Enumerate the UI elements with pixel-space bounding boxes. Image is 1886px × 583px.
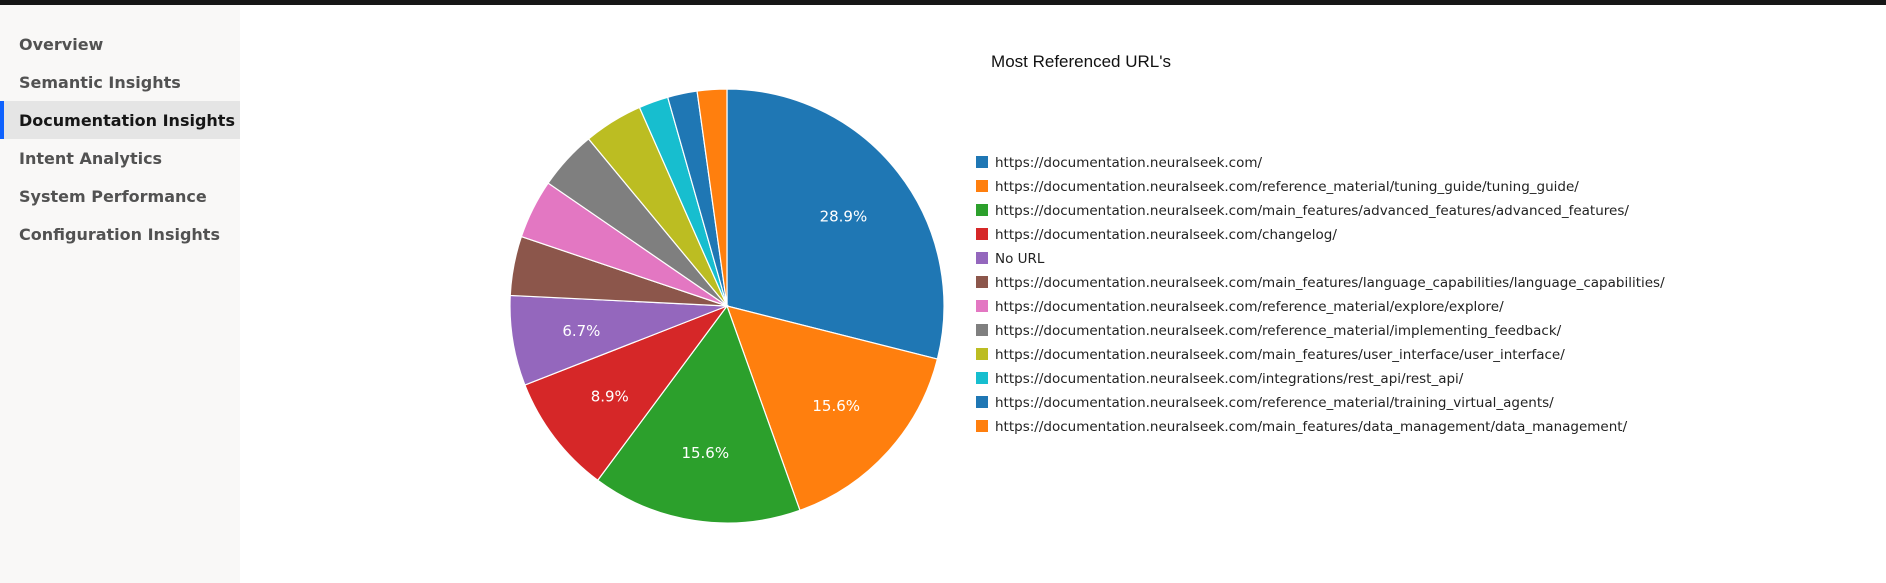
legend-item[interactable]: https://documentation.neuralseek.com/ref…: [976, 395, 1554, 411]
legend-label: https://documentation.neuralseek.com/mai…: [995, 419, 1628, 435]
pie-slices: [509, 88, 945, 524]
legend-label: https://documentation.neuralseek.com/ref…: [995, 299, 1504, 315]
pie-data-label: 15.6%: [812, 397, 860, 415]
legend-label: https://documentation.neuralseek.com/mai…: [995, 275, 1665, 291]
sidebar-item-documentation-insights[interactable]: Documentation Insights: [0, 101, 240, 139]
legend-label: https://documentation.neuralseek.com/cha…: [995, 227, 1337, 243]
chart-title: Most Referenced URL's: [991, 52, 1171, 71]
sidebar-item-configuration-insights[interactable]: Configuration Insights: [19, 224, 220, 244]
legend-swatch: [976, 396, 988, 408]
legend-label: No URL: [995, 251, 1045, 267]
legend-item[interactable]: https://documentation.neuralseek.com/ref…: [976, 323, 1562, 339]
legend-item[interactable]: https://documentation.neuralseek.com/mai…: [976, 347, 1565, 363]
legend-item[interactable]: https://documentation.neuralseek.com/ref…: [976, 179, 1579, 195]
sidebar-item-semantic-insights[interactable]: Semantic Insights: [19, 72, 181, 92]
pie-data-label: 6.7%: [562, 322, 600, 340]
legend-swatch: [976, 372, 988, 384]
legend-swatch: [976, 228, 988, 240]
pie-slice[interactable]: [726, 305, 939, 512]
legend-label: https://documentation.neuralseek.com/mai…: [995, 203, 1629, 219]
legend-label: https://documentation.neuralseek.com/ref…: [995, 323, 1562, 339]
legend-label: https://documentation.neuralseek.com/int…: [995, 371, 1464, 387]
main-content: Most Referenced URL's 28.9% 15.6% 15.6% 8.9…: [240, 5, 1886, 583]
pie-data-labels: 28.9% 15.6% 15.6% 8.9% 6.7%: [562, 207, 867, 462]
sidebar-item-intent-analytics[interactable]: Intent Analytics: [19, 148, 163, 168]
pie-slice[interactable]: [696, 88, 728, 307]
pie-data-label: 15.6%: [681, 444, 729, 462]
legend-label: https://documentation.neuralseek.com/ref…: [995, 395, 1554, 411]
pie-slice[interactable]: [726, 88, 945, 360]
legend-swatch: [976, 156, 988, 168]
legend-label: https://documentation.neuralseek.com/: [995, 155, 1263, 171]
legend-label: https://documentation.neuralseek.com/ref…: [995, 179, 1579, 195]
legend-swatch: [976, 204, 988, 216]
legend-swatch: [976, 300, 988, 312]
legend-item[interactable]: https://documentation.neuralseek.com/int…: [976, 371, 1464, 387]
legend-swatch: [976, 348, 988, 360]
legend-item[interactable]: https://documentation.neuralseek.com/mai…: [976, 275, 1665, 291]
sidebar-item-overview[interactable]: Overview: [19, 34, 104, 54]
legend-item[interactable]: https://documentation.neuralseek.com/mai…: [976, 203, 1629, 219]
legend-swatch: [976, 180, 988, 192]
chart-legend: https://documentation.neuralseek.com/htt…: [976, 155, 1665, 435]
legend-item[interactable]: No URL: [976, 251, 1045, 267]
pie-slice[interactable]: [596, 304, 801, 524]
legend-swatch: [976, 276, 988, 288]
legend-swatch: [976, 252, 988, 264]
pie-data-label: 8.9%: [591, 388, 629, 406]
legend-item[interactable]: https://documentation.neuralseek.com/cha…: [976, 227, 1337, 243]
legend-item[interactable]: https://documentation.neuralseek.com/ref…: [976, 299, 1504, 315]
pie-chart: Most Referenced URL's 28.9% 15.6% 15.6% 8.9…: [509, 52, 1665, 524]
legend-item[interactable]: https://documentation.neuralseek.com/: [976, 155, 1263, 171]
legend-label: https://documentation.neuralseek.com/mai…: [995, 347, 1565, 363]
legend-item[interactable]: https://documentation.neuralseek.com/mai…: [976, 419, 1628, 435]
legend-swatch: [976, 420, 988, 432]
sidebar-item-system-performance[interactable]: System Performance: [19, 186, 207, 206]
pie-slice[interactable]: [524, 304, 729, 482]
legend-swatch: [976, 324, 988, 336]
sidebar: Overview Semantic Insights Documentation…: [0, 5, 240, 583]
pie-data-label: 28.9%: [820, 207, 868, 225]
top-bar: [0, 0, 1886, 5]
